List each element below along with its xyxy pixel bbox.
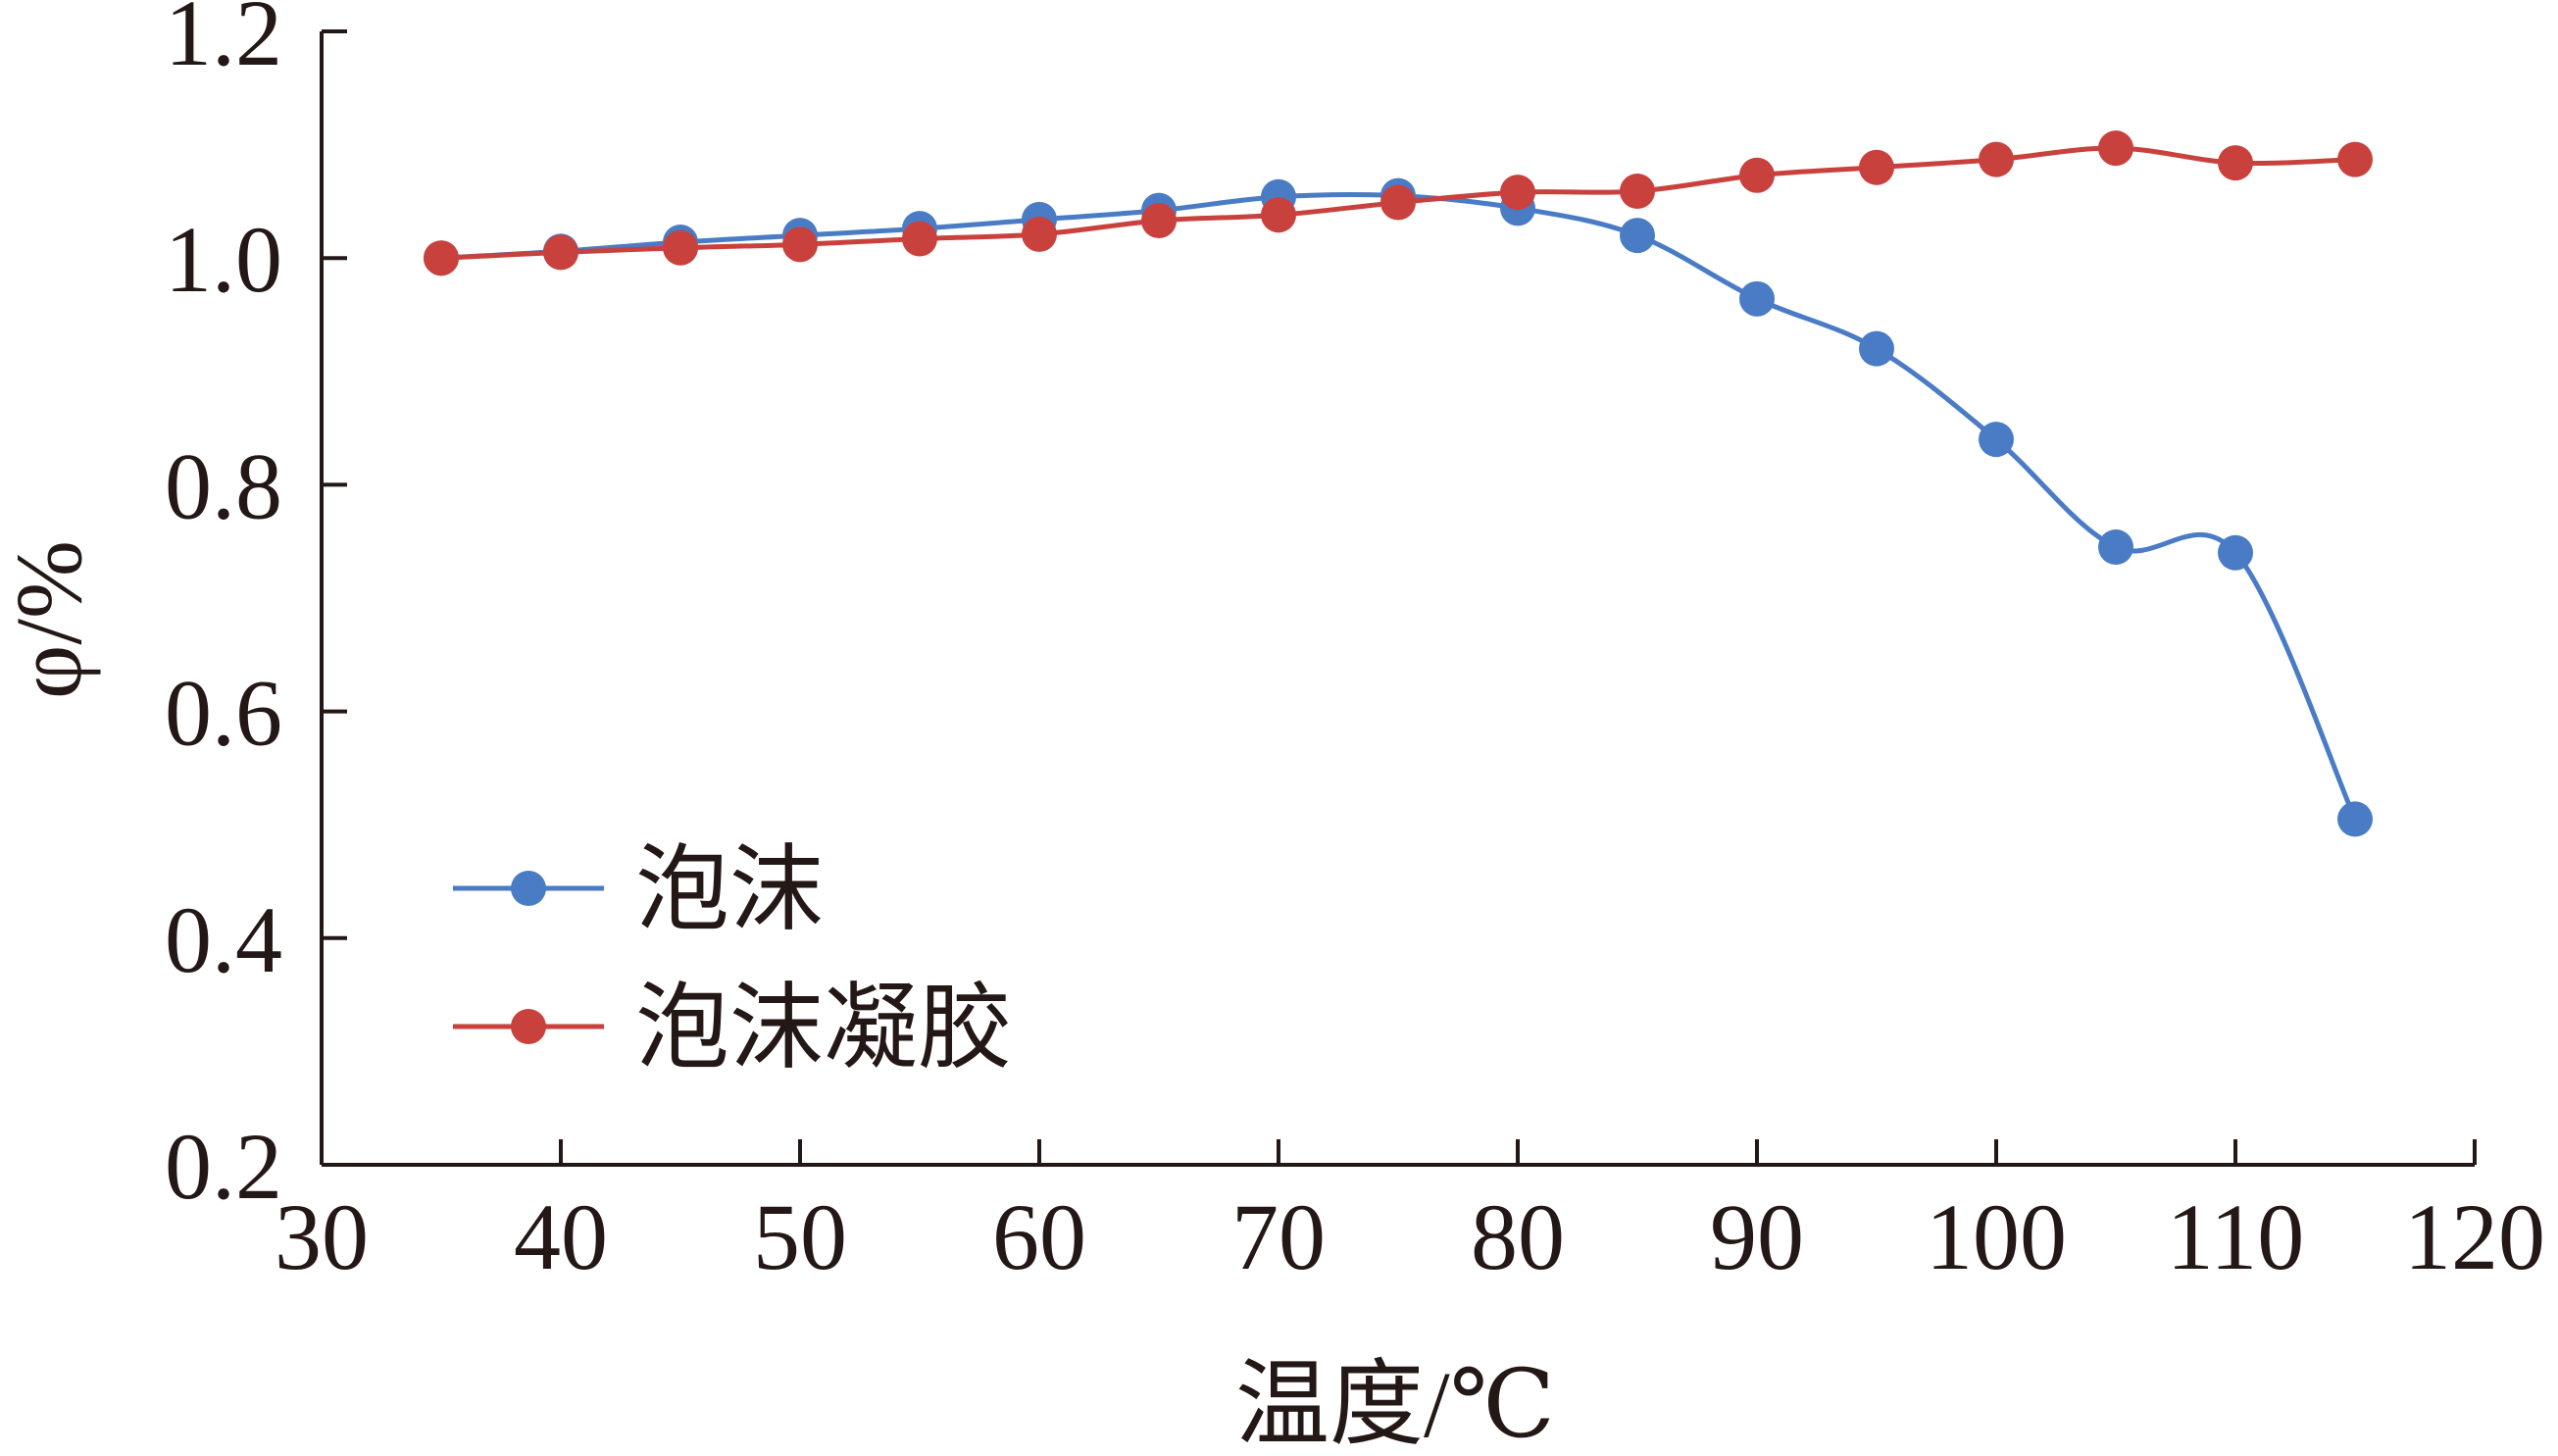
legend-marker: [511, 871, 546, 906]
x-tick-label: 120: [2404, 1184, 2545, 1289]
data-point: [663, 229, 698, 266]
y-tick-label: 0.4: [165, 887, 282, 992]
x-tick-label: 100: [1926, 1184, 2067, 1289]
x-tick-label: 90: [1710, 1184, 1804, 1289]
legend-marker: [511, 1009, 546, 1044]
y-tick-label: 0.8: [165, 433, 282, 538]
data-point: [543, 234, 578, 271]
data-point: [1500, 175, 1535, 211]
x-tick-label: 50: [753, 1184, 847, 1289]
data-point: [2337, 141, 2373, 177]
data-point: [1859, 149, 1894, 185]
data-point: [1979, 422, 2014, 458]
data-point: [782, 226, 818, 263]
data-point: [1620, 173, 1655, 209]
data-point: [1979, 141, 2014, 177]
data-point: [2218, 534, 2253, 571]
y-tick-label: 0.2: [165, 1114, 282, 1219]
series-1: [424, 177, 2373, 837]
y-tick-label: 1.2: [165, 0, 282, 85]
data-point: [1739, 157, 1775, 193]
x-ticks: 30 40 50 60 70 80 90 100 110 120: [275, 1139, 2545, 1289]
x-tick-label: 70: [1231, 1184, 1326, 1289]
legend-label: 泡沫: [635, 837, 824, 942]
x-tick-label: 30: [275, 1184, 369, 1289]
x-tick-label: 80: [1471, 1184, 1565, 1289]
data-point: [1380, 184, 1416, 221]
y-tick-label: 0.6: [165, 661, 282, 766]
data-point: [902, 221, 937, 257]
legend-label: 泡沫凝胶: [635, 976, 1012, 1080]
x-tick-label: 110: [2167, 1184, 2304, 1289]
data-point: [2337, 801, 2373, 837]
data-point: [1859, 330, 1894, 367]
legend-item: 泡沫凝胶: [453, 976, 1012, 1080]
x-tick-label: 60: [992, 1184, 1086, 1289]
series-2: [424, 130, 2373, 276]
data-point: [1141, 203, 1177, 239]
x-tick-label: 40: [514, 1184, 608, 1289]
series-group: [424, 130, 2373, 837]
series-line: [440, 191, 2358, 821]
data-point: [2098, 528, 2133, 565]
y-axis-title: φ/%: [0, 540, 101, 699]
legend-item: 泡沫: [453, 837, 824, 942]
x-axis-title: 温度/℃: [1235, 1352, 1555, 1456]
data-point: [1022, 216, 1057, 252]
data-point: [2098, 130, 2133, 167]
y-ticks: 0.2 0.4 0.6 0.8 1.0 1.2: [165, 0, 347, 1219]
data-point: [1620, 218, 1655, 254]
data-point: [2218, 145, 2253, 181]
data-point: [1739, 280, 1775, 317]
data-point: [1261, 197, 1296, 233]
axes: [320, 31, 2475, 1167]
data-point: [424, 240, 459, 276]
y-tick-label: 1.0: [165, 207, 282, 312]
